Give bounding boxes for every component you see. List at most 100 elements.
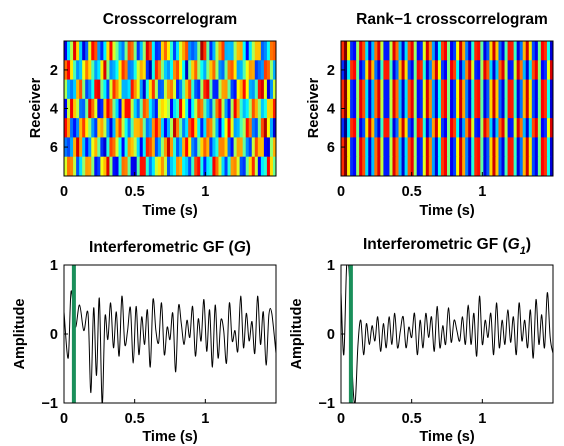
heatmap-cell (242, 156, 247, 176)
heatmap-cell (70, 79, 74, 100)
heatmap-cell (419, 156, 424, 176)
heatmap-cell (88, 156, 92, 176)
heatmap-cell (154, 79, 159, 100)
heatmap-cell (221, 118, 226, 139)
heatmap-cell (166, 41, 171, 61)
heatmap-cell (374, 60, 378, 81)
heatmap-cell (428, 79, 433, 100)
heatmap-cell (486, 79, 490, 100)
heatmap-cell (419, 137, 424, 158)
heatmap-cell (191, 137, 195, 158)
heatmap-cell (239, 156, 244, 176)
heatmap-cell (248, 137, 253, 158)
heatmap-cell (516, 60, 521, 81)
heatmap-cell (233, 137, 238, 158)
heatmap-cell (525, 118, 530, 139)
heatmap-cell (251, 137, 256, 158)
heatmap-cell (465, 41, 469, 61)
heatmap-cell (127, 118, 132, 139)
heatmap-cell (182, 137, 186, 158)
heatmap-cell (221, 137, 226, 158)
heatmap-cell (534, 98, 539, 119)
heatmap-cell (157, 98, 162, 119)
heatmap-cell (389, 60, 394, 81)
heatmap-cell (474, 98, 478, 119)
heatmap-cell (124, 156, 129, 176)
heatmap-cell (272, 156, 276, 176)
heatmap-cell (103, 60, 107, 81)
x-tick-labels: 0 0.5 1 (337, 399, 486, 427)
heatmap-cell (191, 79, 195, 100)
heatmap-cell (377, 98, 381, 119)
heatmap-cell (139, 156, 144, 176)
heatmap-cell (522, 98, 527, 119)
heatmap-cell (477, 98, 481, 119)
heatmap-cell (383, 137, 388, 158)
heatmap-cell (371, 137, 375, 158)
heatmap-cell (242, 60, 247, 81)
heatmap-cell (347, 60, 351, 81)
heatmap-cell (350, 79, 354, 100)
heatmap-cell (416, 79, 421, 100)
heatmap-cell (513, 79, 518, 100)
heatmap-cell (263, 60, 268, 81)
heatmap-cell (410, 156, 415, 176)
heatmap-cell (456, 137, 460, 158)
heatmap-cell (136, 60, 141, 81)
heatmap-cell (124, 98, 129, 119)
heatmap-cell (112, 60, 117, 81)
heatmap-cell (534, 156, 539, 176)
heatmap-cell (522, 137, 527, 158)
heatmap-cell (492, 98, 497, 119)
heatmap-cell (477, 79, 481, 100)
heatmap-cell (546, 41, 551, 61)
heatmap-cell (537, 98, 542, 119)
heatmap-cell (371, 118, 375, 139)
heatmap-cell (136, 41, 141, 61)
heatmap-cell (459, 41, 463, 61)
heatmap-cell (91, 98, 95, 119)
heatmap-cell (401, 79, 406, 100)
heatmap-cell (428, 118, 433, 139)
heatmap-cell (130, 118, 135, 139)
series-layer (64, 265, 276, 403)
heatmap-cell (459, 79, 463, 100)
heatmap-cell (428, 137, 433, 158)
heatmap-cell (76, 60, 80, 81)
heatmap-cell (374, 137, 378, 158)
heatmap-cell (513, 137, 518, 158)
crosscorrelogram-panel: Crosscorrelogram 246 0 0.5 1 Time (s) Rece… (28, 11, 277, 219)
heatmap-cell (236, 156, 241, 176)
heatmap-cell (504, 98, 509, 119)
heatmap-cell (368, 137, 372, 158)
heatmap-cell (465, 156, 469, 176)
heatmap-cell (453, 60, 457, 81)
heatmap-cell (477, 41, 481, 61)
heatmap-cell (528, 79, 533, 100)
heatmap-cell (513, 60, 518, 81)
heatmap-cell (428, 41, 433, 61)
heatmap-cell (82, 118, 86, 139)
heatmap-cell (383, 118, 388, 139)
heatmap-cell (272, 79, 276, 100)
heatmap-cell (103, 118, 107, 139)
heatmap-cell (230, 79, 235, 100)
heatmap-cell (392, 60, 397, 81)
heatmap-cell (212, 98, 217, 119)
x-tick-label: 0.5 (402, 411, 422, 427)
heatmap-cell (88, 41, 92, 61)
heatmap-cell (236, 137, 241, 158)
heatmap-cell (359, 60, 363, 81)
heatmap-cell (483, 79, 487, 100)
heatmap-cell (148, 156, 153, 176)
heatmap-cell (528, 60, 533, 81)
heatmap-cell (353, 98, 357, 119)
heatmap-cell (537, 118, 542, 139)
heatmap-cell (519, 156, 524, 176)
heatmap-cell (203, 156, 207, 176)
heatmap-cell (212, 60, 217, 81)
heatmap-cell (148, 137, 153, 158)
heatmap-cell (251, 118, 256, 139)
heatmap-cell (100, 156, 104, 176)
heatmap-cell (233, 60, 238, 81)
